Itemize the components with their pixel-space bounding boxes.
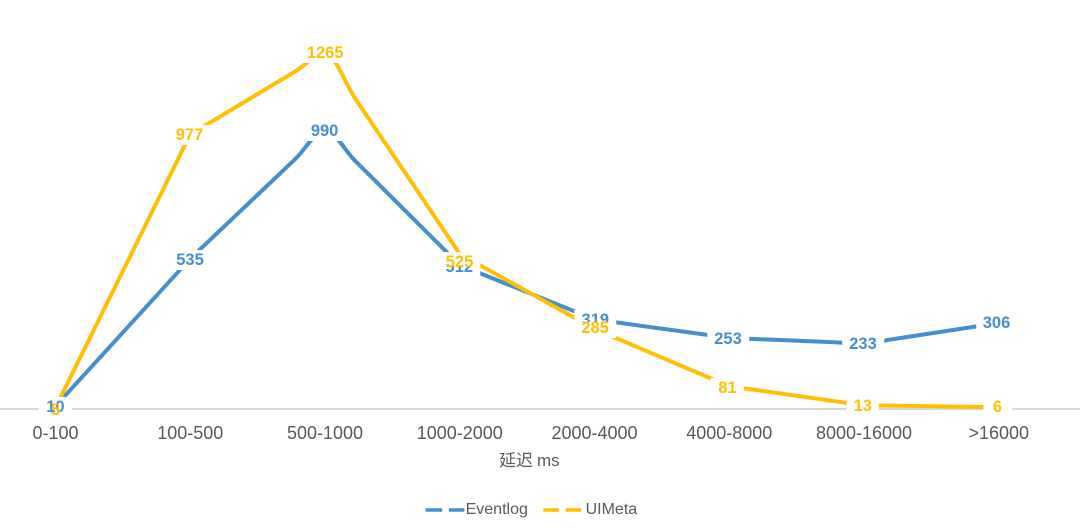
svg-text:ms: ms [537,451,560,470]
